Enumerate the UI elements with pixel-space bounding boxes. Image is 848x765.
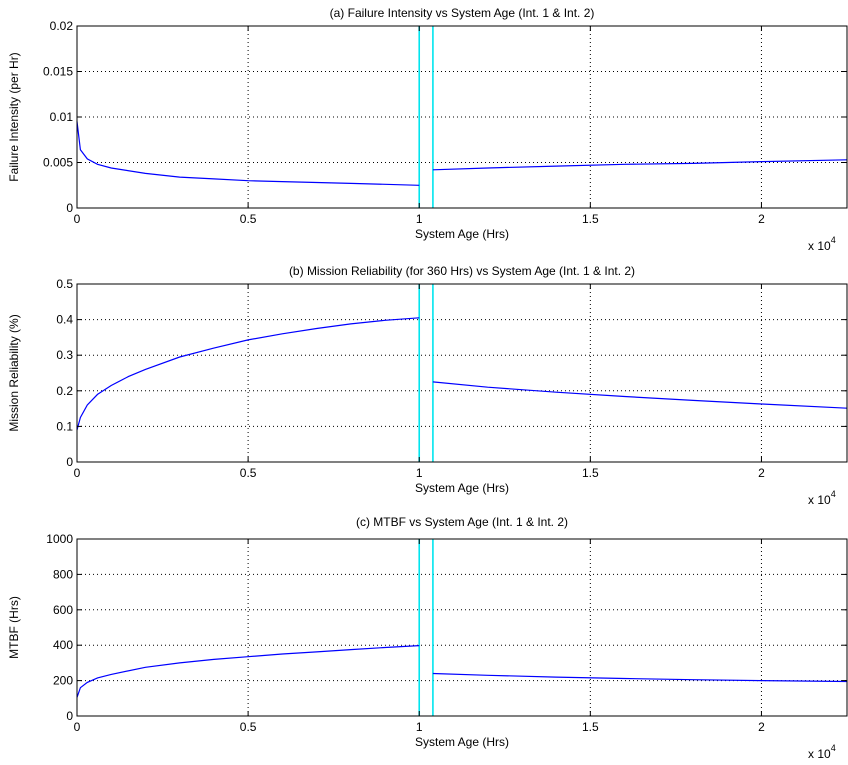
x-tick-label: 0 [74,720,81,734]
x-tick-label: 2 [758,720,765,734]
x-multiplier-exponent: 4 [831,743,836,753]
y-tick-label: 200 [53,674,73,688]
y-tick-label: 0.02 [50,19,74,33]
y-tick-label: 600 [53,603,73,617]
x-tick-label: 0.5 [240,720,257,734]
x-tick-label: 0 [74,212,81,226]
y-tick-label: 0.4 [56,313,73,327]
y-tick-label: 0.2 [56,384,73,398]
y-tick-label: 0 [66,709,73,723]
x-axis-label: System Age (Hrs) [415,735,509,749]
axes-box [76,283,848,463]
x-tick-label: 1.5 [582,212,599,226]
y-axis-label: MTBF (Hrs) [7,596,21,659]
series-line-2 [432,159,848,171]
axes-box [76,538,848,717]
x-tick-label: 2 [758,212,765,226]
x-axis-label: System Age (Hrs) [415,481,509,495]
y-tick-label: 0.005 [43,156,73,170]
chart-title: (c) MTBF vs System Age (Int. 1 & Int. 2) [356,515,568,529]
y-tick-label: 0.5 [56,277,73,291]
x-multiplier-base: x 10 [808,747,831,761]
plot-area [77,284,847,462]
y-tick-label: 1000 [46,532,73,546]
series-line-1 [76,645,420,698]
chart-title: (a) Failure Intensity vs System Age (Int… [330,6,595,20]
y-tick-label: 400 [53,638,73,652]
x-tick-label: 1.5 [582,466,599,480]
x-multiplier-exponent: 4 [831,235,836,245]
x-axis-multiplier: x 104 [808,743,836,761]
chart-title: (b) Mission Reliability (for 360 Hrs) vs… [289,264,635,278]
y-tick-label: 800 [53,567,73,581]
x-axis-multiplier: x 104 [808,235,836,253]
y-tick-label: 0 [66,455,73,469]
panel-mission-reliability: 0 0.5 1 1.5 2 0 0.1 0.2 0.3 0.4 0.5 (b) Mission Rel… [7,264,848,507]
x-tick-label: 1 [416,212,423,226]
x-axis-label: System Age (Hrs) [415,227,509,241]
x-tick-label: 1 [416,720,423,734]
y-axis-label: Failure Intensity (per Hr) [7,52,21,181]
series-line-2 [432,381,848,409]
x-tick-label: 2 [758,466,765,480]
series-line-1 [76,121,420,186]
plot-area [77,539,847,716]
series-line-1 [76,317,420,431]
x-multiplier-base: x 10 [808,493,831,507]
x-tick-label: 1 [416,466,423,480]
x-tick-label: 0.5 [240,212,257,226]
y-tick-label: 0.1 [56,419,73,433]
x-tick-label: 1.5 [582,720,599,734]
x-multiplier-exponent: 4 [831,489,836,499]
y-tick-label: 0.3 [56,348,73,362]
y-tick-label: 0 [66,201,73,215]
x-tick-label: 0 [74,466,81,480]
y-axis-label: Mission Reliability (%) [7,314,21,431]
panel-failure-intensity: 0 0.5 1 1.5 2 0 0.005 0.01 0.015 0.02 (a) Failure … [7,6,848,253]
x-multiplier-base: x 10 [808,239,831,253]
y-tick-label: 0.015 [43,65,73,79]
x-axis-multiplier: x 104 [808,489,836,507]
y-tick-label: 0.01 [50,110,74,124]
series-line-2 [432,672,848,683]
x-tick-label: 0.5 [240,466,257,480]
panel-mtbf: 0 0.5 1 1.5 2 0 200 400 600 800 1000 (c) MTBF vs Sy… [7,515,848,761]
